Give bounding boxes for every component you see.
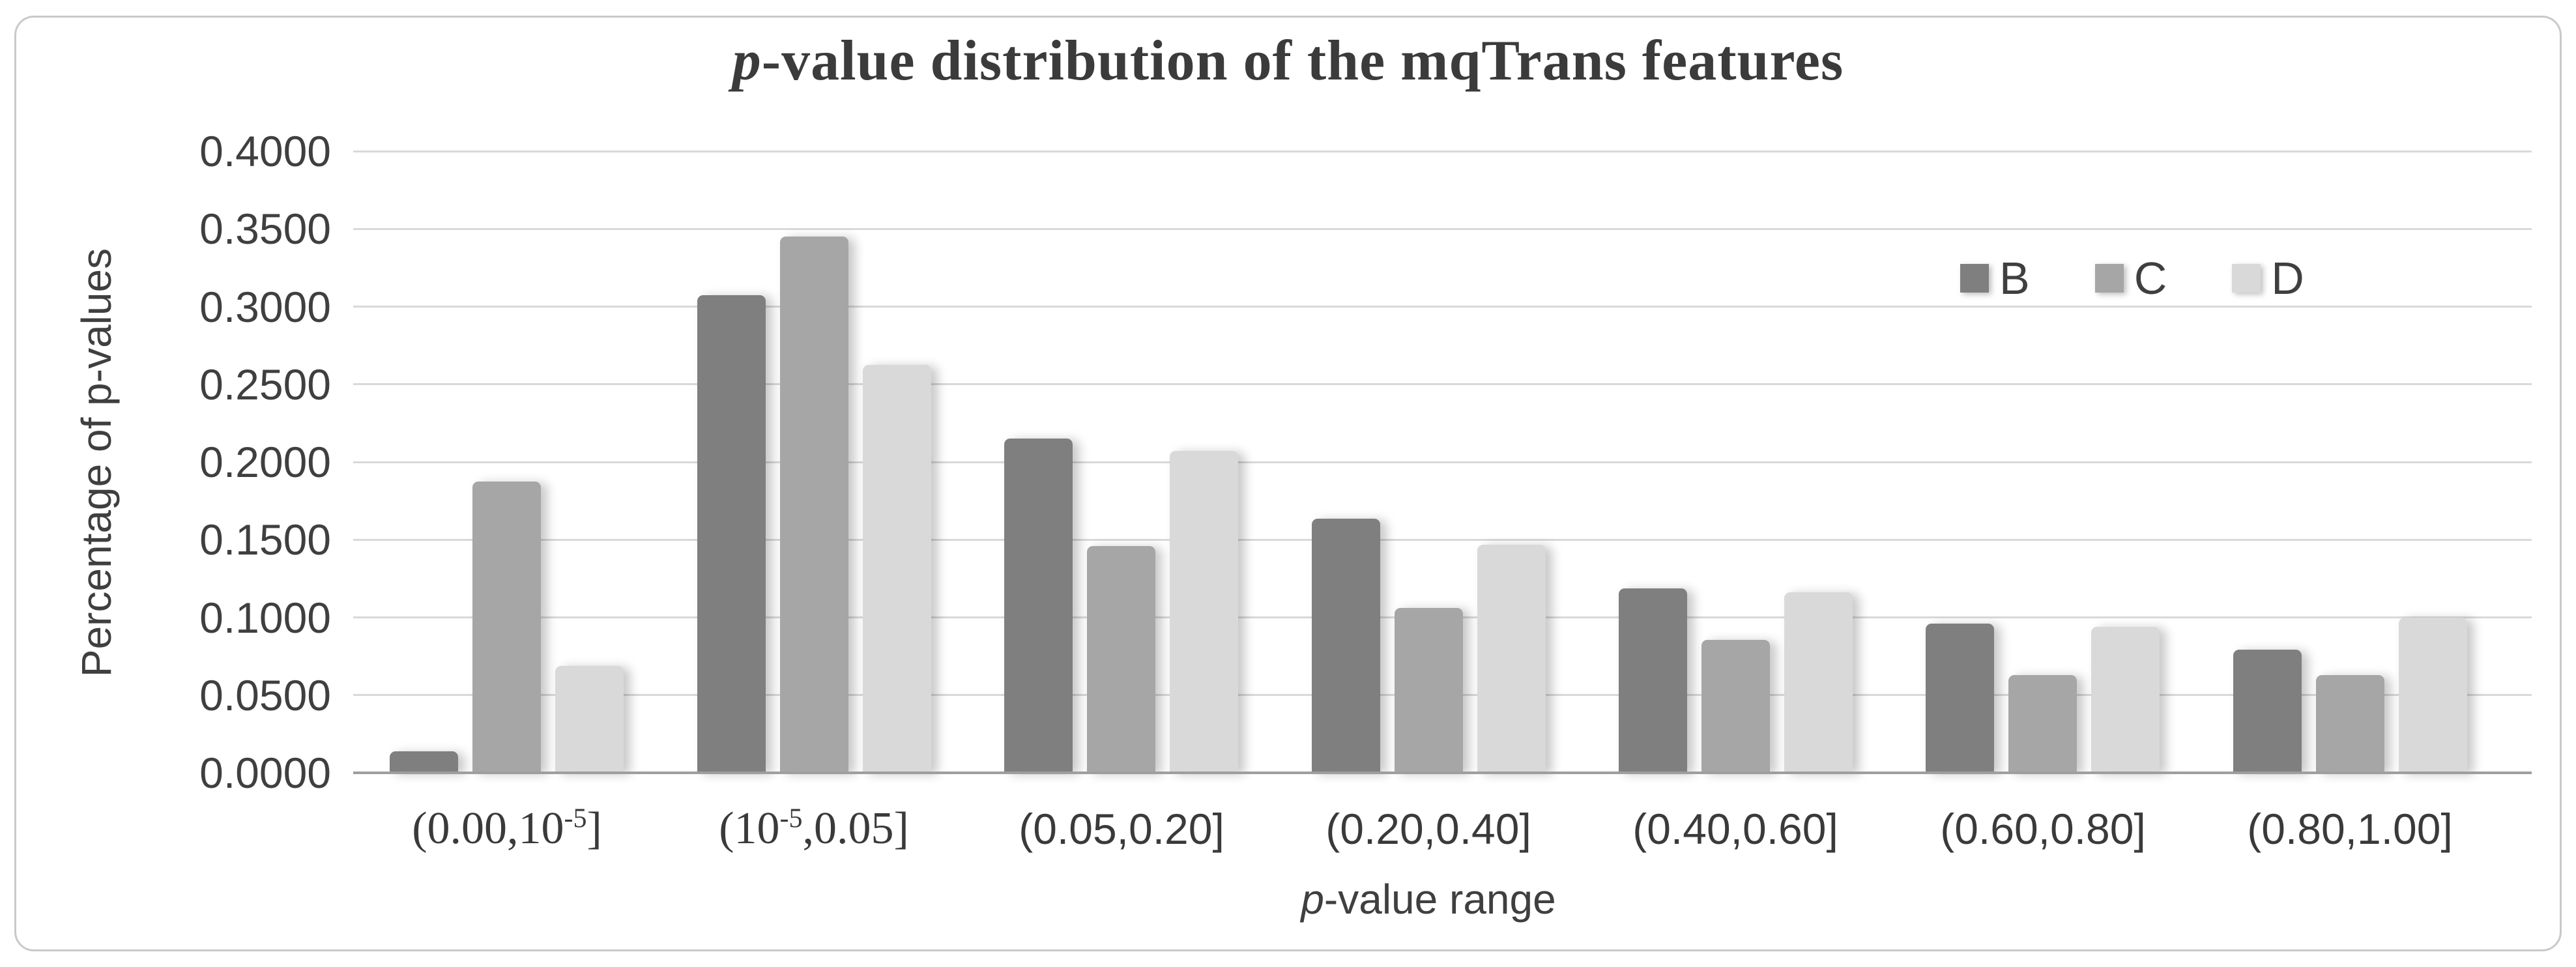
bar-B-2 [1004,439,1073,773]
bar-C-4 [1701,640,1770,773]
chart-title-italic-p: p [732,29,762,93]
x-axis-title-italic-p: p [1301,876,1324,923]
y-tick-label: 0.1000 [199,593,331,642]
y-tick-label: 0.0500 [199,671,331,719]
legend-item-B: B [1960,255,2030,301]
y-tick-label: 0.2000 [199,438,331,486]
gridline [353,383,2532,386]
y-tick-label: 0.4000 [199,127,331,175]
x-category-label: (0.60,0.80] [1940,805,2146,853]
bar-B-4 [1619,588,1687,773]
legend-label: C [2134,253,2167,304]
x-category-label: (0.00,10-5] [412,803,602,854]
chart-title: p-value distribution of the mqTrans feat… [0,29,2576,94]
legend-swatch [2094,264,2124,293]
bar-D-3 [1477,545,1546,773]
figure-border [14,16,2562,951]
x-axis-title: p-value range [353,876,2504,923]
chart-title-text: -value distribution of the mqTrans featu… [761,29,1844,93]
bar-B-5 [1926,624,1994,773]
bar-D-6 [2399,618,2467,773]
x-category-label: (0.80,1.00] [2247,805,2453,853]
legend-swatch [1960,264,1989,293]
legend-item-C: C [2094,253,2167,304]
bar-B-0 [390,751,458,773]
bar-C-1 [780,237,848,773]
x-category-label: (0.05,0.20] [1019,805,1224,853]
bar-B-6 [2233,650,2302,773]
gridline [353,150,2532,152]
y-tick-label: 0.0000 [199,749,331,797]
gridline [353,461,2532,463]
bar-C-0 [472,482,541,773]
y-tick-label: 0.1500 [199,515,331,564]
bar-B-3 [1312,519,1380,773]
x-axis-title-text: -value range [1324,876,1556,923]
x-axis-baseline [353,772,2532,774]
legend-item-D: D [2232,255,2304,301]
legend: B C D [1960,255,2304,301]
gridline [353,227,2532,230]
legend-label: D [2271,253,2304,304]
bar-C-3 [1395,608,1463,773]
bar-D-0 [555,666,624,773]
x-category-label: (10-5,0.05] [719,803,909,854]
x-category-label: (0.40,0.60] [1632,805,1838,853]
bar-D-4 [1784,592,1853,773]
gridline [353,306,2532,308]
bar-D-2 [1170,451,1238,773]
bar-D-5 [2091,627,2160,773]
y-tick-label: 0.3000 [199,282,331,331]
y-tick-label: 0.2500 [199,360,331,409]
y-tick-label: 0.3500 [199,205,331,253]
bar-D-1 [863,365,931,773]
bar-C-6 [2316,675,2384,773]
gridline [353,538,2532,541]
legend-label: B [1999,253,2030,304]
x-category-label: (0.20,0.40] [1325,805,1531,853]
bar-C-5 [2008,675,2077,773]
bar-C-2 [1087,546,1155,773]
bar-B-1 [697,295,766,773]
legend-swatch [2232,264,2261,293]
